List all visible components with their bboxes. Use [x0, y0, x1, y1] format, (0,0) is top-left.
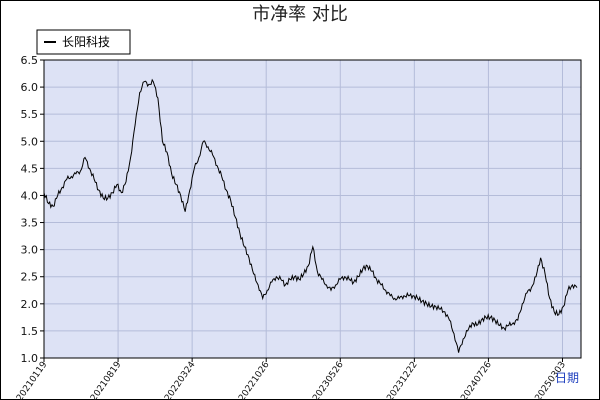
plot-area	[44, 60, 581, 358]
y-tick-label: 2.5	[21, 271, 39, 284]
y-tick-label: 1.0	[21, 352, 39, 365]
y-axis-ticks: 1.0 1.5 2.0 2.5 3.0 3.5 4.0 4.5 5.0 5.5 6.0 6.5	[21, 54, 44, 365]
chart-title: 市净率 对比	[252, 4, 348, 25]
legend-label: 长阳科技	[62, 35, 110, 49]
y-tick-label: 5.0	[21, 135, 39, 148]
y-tick-label: 6.5	[21, 54, 39, 67]
grid-lines	[44, 60, 581, 358]
x-axis-label: 日期	[555, 371, 579, 385]
y-tick-label: 4.5	[21, 162, 39, 175]
plot-frame	[43, 59, 582, 359]
y-tick-label: 6.0	[21, 81, 39, 94]
legend: 长阳科技	[36, 29, 131, 55]
y-tick-label: 1.5	[21, 325, 39, 338]
y-tick-label: 3.5	[21, 217, 39, 230]
y-tick-label: 3.0	[21, 244, 39, 257]
y-tick-label: 5.5	[21, 108, 39, 121]
y-tick-label: 4.0	[21, 189, 39, 202]
y-tick-label: 2.0	[21, 298, 39, 311]
series-line-changyang	[43, 78, 578, 353]
